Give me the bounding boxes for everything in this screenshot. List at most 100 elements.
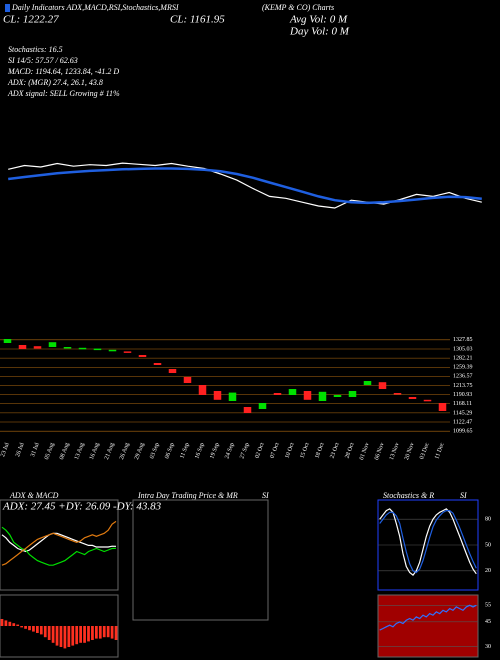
chart-title: (KEMP & CO) Charts <box>262 3 334 12</box>
candle <box>168 369 177 373</box>
candle <box>288 389 297 395</box>
bar <box>67 626 71 647</box>
candle <box>198 385 207 395</box>
x-tick-label: 13 Nov <box>389 442 401 461</box>
candle <box>48 342 57 347</box>
y-tick-label: 1190.93 <box>453 392 472 398</box>
panel-frame <box>0 499 119 591</box>
candle <box>438 403 447 411</box>
y-tick-label: 1145.29 <box>453 410 472 416</box>
line <box>379 604 477 631</box>
indicator: ADX: (MGR) 27.4, 26.1, 43.8 <box>7 78 103 87</box>
adx-values: ADX: 27.45 +DY: 26.09 -DY: 43.83 <box>2 501 162 513</box>
x-tick-label: 18 Oct <box>315 442 326 460</box>
panel-title: SI <box>460 491 467 500</box>
y-tick-label: 1122.47 <box>453 419 472 425</box>
candle <box>423 399 432 402</box>
bar <box>28 626 31 631</box>
x-tick-label: 11 Dec <box>434 442 446 460</box>
x-tick-label: 03 Sep <box>149 442 160 460</box>
candle <box>3 339 12 343</box>
x-tick-label: 15 Oct <box>300 442 311 460</box>
bar <box>59 626 63 647</box>
bar <box>94 626 98 639</box>
x-tick-label: 13 Aug <box>74 442 86 461</box>
panel-title: SI <box>262 491 269 500</box>
bar <box>20 626 24 628</box>
line <box>1 532 117 553</box>
y-tick-label: 55 <box>485 603 491 609</box>
x-tick-label: 16 Aug <box>89 442 101 461</box>
bar <box>79 626 83 643</box>
bar <box>12 623 16 626</box>
y-tick-label: 1305.03 <box>453 346 473 352</box>
indicator: MACD: 1194.64, 1233.84, -41.2 D <box>7 67 119 76</box>
bar <box>102 626 106 638</box>
bar <box>63 626 67 649</box>
x-tick-label: 03 Dec <box>419 442 431 460</box>
bar <box>71 626 75 646</box>
candle <box>93 348 102 351</box>
close-big: CL: 1161.95 <box>170 14 225 26</box>
x-tick-label: 08 Aug <box>59 442 71 461</box>
candle <box>33 346 42 349</box>
candle <box>183 377 192 383</box>
x-tick-label: 07 Oct <box>270 442 281 460</box>
x-tick-label: 27 Sep <box>239 442 250 460</box>
candle <box>363 381 372 385</box>
y-tick-label: 1282.21 <box>453 355 473 361</box>
candle <box>123 351 132 353</box>
bar <box>43 626 47 638</box>
line <box>8 162 482 209</box>
bar <box>8 621 12 626</box>
indicator: Stochastics: 16.5 <box>8 45 63 54</box>
x-tick-label: 29 Aug <box>134 442 146 461</box>
x-tick-label: 28 Oct <box>345 442 356 460</box>
x-tick-label: 06 Sep <box>164 442 175 460</box>
line <box>379 508 477 576</box>
x-tick-label: 26 Aug <box>119 442 131 461</box>
bar <box>32 626 35 632</box>
panel-frame <box>0 594 119 658</box>
y-tick-label: 1236.57 <box>453 374 473 380</box>
bar <box>35 626 39 633</box>
x-tick-label: 11 Sep <box>179 442 190 459</box>
candle <box>258 403 267 409</box>
candle <box>303 391 312 400</box>
indicator: SI 14/5: 57.57 / 62.63 <box>8 56 78 65</box>
candle <box>318 391 327 401</box>
candle <box>63 347 72 349</box>
bar <box>24 626 27 629</box>
panel-title: Intra Day Trading Price & MR <box>137 491 238 500</box>
x-tick-label: 23 Oct <box>330 442 341 460</box>
bar <box>16 624 20 626</box>
candle <box>18 345 27 349</box>
bar <box>98 626 102 639</box>
candle <box>243 407 252 413</box>
candle <box>78 347 87 350</box>
y-tick-label: 80 <box>485 517 491 523</box>
bar <box>110 626 114 639</box>
line <box>379 510 477 574</box>
bar <box>75 626 79 645</box>
x-tick-label: 24 Sep <box>224 442 235 460</box>
line <box>1 520 117 566</box>
bar <box>114 626 118 640</box>
bar <box>4 620 8 626</box>
x-tick-label: 01 Nov <box>359 442 371 461</box>
panel-title: Stochastics & R <box>383 491 434 500</box>
close-left: CL: 1222.27 <box>3 14 59 26</box>
bar <box>0 619 4 626</box>
y-tick-label: 30 <box>485 644 491 650</box>
line <box>8 167 482 205</box>
panel-title: ADX & MACD <box>9 491 59 500</box>
bar <box>106 626 110 638</box>
bar <box>83 626 86 643</box>
candle <box>108 349 117 352</box>
bar <box>47 626 51 640</box>
candle <box>138 355 147 357</box>
x-tick-label: 19 Sep <box>209 442 220 460</box>
candle <box>348 391 357 397</box>
